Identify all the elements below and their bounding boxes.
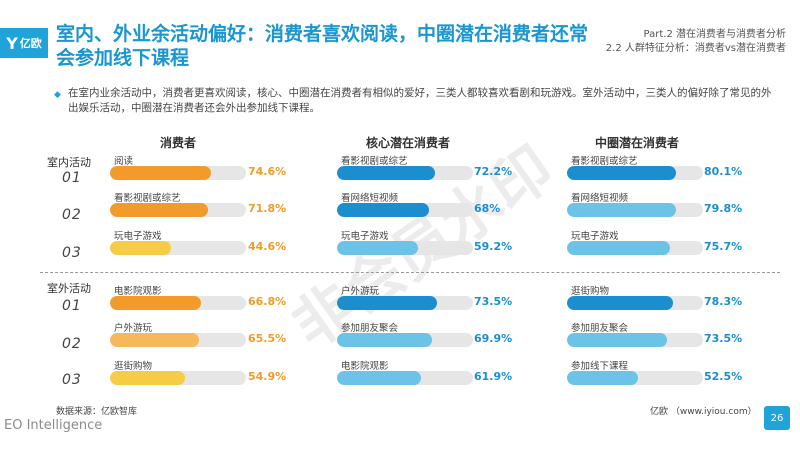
bar-label: 户外游玩	[114, 323, 153, 334]
bar-value-label: 73.5%	[704, 332, 743, 345]
bar-track	[567, 296, 703, 310]
column-header-mid-potential: 中圈潜在消费者	[594, 136, 679, 150]
section-breadcrumb: Part.2 潜在消费者与消费者分析 2.2 人群特征分析：消费者vs潜在消费者	[606, 28, 786, 56]
bar-label: 看影视剧或综艺	[341, 156, 408, 167]
rank-indoor-2: 02	[62, 207, 82, 223]
bar	[110, 296, 201, 310]
bar	[567, 333, 667, 347]
bar	[567, 241, 670, 255]
bar-track	[110, 371, 246, 385]
bar-label: 阅读	[114, 156, 134, 167]
bar-label: 参加朋友聚会	[571, 323, 629, 334]
rank-indoor-3: 03	[62, 245, 82, 261]
bar-label: 逛街购物	[114, 361, 153, 372]
bar	[110, 241, 171, 255]
bar-value-label: 54.9%	[248, 370, 287, 383]
bar-track	[110, 333, 246, 347]
diamond-bullet-icon: ◆	[54, 90, 61, 100]
bar-track	[110, 166, 246, 180]
column-header-consumers: 消费者	[159, 136, 196, 150]
bar-track	[110, 203, 246, 217]
bar-value-label: 68%	[474, 202, 501, 215]
bar-label: 户外游玩	[341, 286, 380, 297]
bar-track	[337, 333, 473, 347]
part-line-2: 2.2 人群特征分析：消费者vs潜在消费者	[605, 43, 786, 54]
bar-label: 看网络短视频	[341, 193, 399, 204]
bar-track	[337, 166, 473, 180]
bar-value-label: 79.8%	[704, 202, 743, 215]
bar	[110, 166, 212, 180]
section-divider	[40, 272, 780, 273]
bar-label: 电影院观影	[114, 286, 162, 297]
bar	[110, 333, 200, 347]
bar-track	[567, 203, 703, 217]
bar	[567, 203, 676, 217]
bar-label: 看网络短视频	[571, 193, 629, 204]
logo-mark: Y	[6, 33, 18, 53]
rank-indoor-1: 01	[62, 170, 82, 186]
bar	[567, 371, 639, 385]
bar-label: 玩电子游戏	[341, 231, 389, 242]
bar-label: 玩电子游戏	[571, 231, 619, 242]
bar	[567, 166, 676, 180]
page-number: 26	[764, 406, 790, 430]
bar-track	[337, 203, 473, 217]
bar-label: 玩电子游戏	[114, 231, 162, 242]
part-line-1: Part.2 潜在消费者与消费者分析	[643, 29, 786, 40]
bar-track	[567, 166, 703, 180]
bar-value-label: 75.7%	[704, 240, 743, 253]
rank-outdoor-2: 02	[62, 336, 82, 352]
bar-track	[337, 371, 473, 385]
bar-track	[567, 333, 703, 347]
bar-value-label: 74.6%	[248, 165, 287, 178]
bar	[337, 333, 433, 347]
bar-value-label: 61.9%	[474, 370, 513, 383]
bar	[110, 371, 185, 385]
bar-value-label: 80.1%	[704, 165, 743, 178]
bar-value-label: 71.8%	[248, 202, 287, 215]
bar-value-label: 65.5%	[248, 332, 287, 345]
bar	[567, 296, 674, 310]
brand-url: 亿欧 （www.iyiou.com）	[650, 407, 757, 417]
column-header-core-potential: 核心潜在消费者	[365, 136, 450, 150]
bar-value-label: 78.3%	[704, 295, 743, 308]
bar-value-label: 72.2%	[474, 165, 513, 178]
bar-track	[337, 296, 473, 310]
logo-text: 亿欧	[19, 37, 42, 50]
logo: Y 亿欧	[0, 28, 48, 58]
bar	[337, 166, 436, 180]
bar-label: 看影视剧或综艺	[571, 156, 638, 167]
bar-track	[110, 241, 246, 255]
rank-outdoor-1: 01	[62, 298, 82, 314]
bar-value-label: 66.8%	[248, 295, 287, 308]
summary: ◆ 在室内业余活动中，消费者更喜欢阅读，核心、中圈潜在消费者有相似的爱好，三类人…	[54, 86, 774, 116]
bar	[337, 203, 430, 217]
bar-track	[567, 371, 703, 385]
section-label-indoor: 室内活动	[47, 156, 91, 169]
bar-value-label: 69.9%	[474, 332, 513, 345]
summary-text: 在室内业余活动中，消费者更喜欢阅读，核心、中圈潜在消费者有相似的爱好，三类人都较…	[68, 87, 772, 114]
bar-value-label: 44.6%	[248, 240, 287, 253]
bar	[337, 241, 418, 255]
bar-value-label: 73.5%	[474, 295, 513, 308]
bar-label: 逛街购物	[571, 286, 610, 297]
bar-label: 参加朋友聚会	[341, 323, 399, 334]
bar	[110, 203, 208, 217]
rank-outdoor-3: 03	[62, 372, 82, 388]
bar-track	[567, 241, 703, 255]
bar-label: 参加线下课程	[571, 361, 629, 372]
bar-label: 电影院观影	[341, 361, 389, 372]
section-label-outdoor: 室外活动	[47, 282, 91, 295]
bar-value-label: 52.5%	[704, 370, 743, 383]
bar-value-label: 59.2%	[474, 240, 513, 253]
bar	[337, 296, 437, 310]
bar-track	[110, 296, 246, 310]
eo-intelligence-label: EO Intelligence	[4, 418, 103, 433]
data-source: 数据来源：亿欧智库	[56, 407, 138, 417]
bar	[337, 371, 422, 385]
bar-label: 看影视剧或综艺	[114, 193, 181, 204]
bar-track	[337, 241, 473, 255]
page-title: 室内、外业余活动偏好：消费者喜欢阅读，中圈潜在消费者还常会参加线下课程	[56, 23, 589, 69]
